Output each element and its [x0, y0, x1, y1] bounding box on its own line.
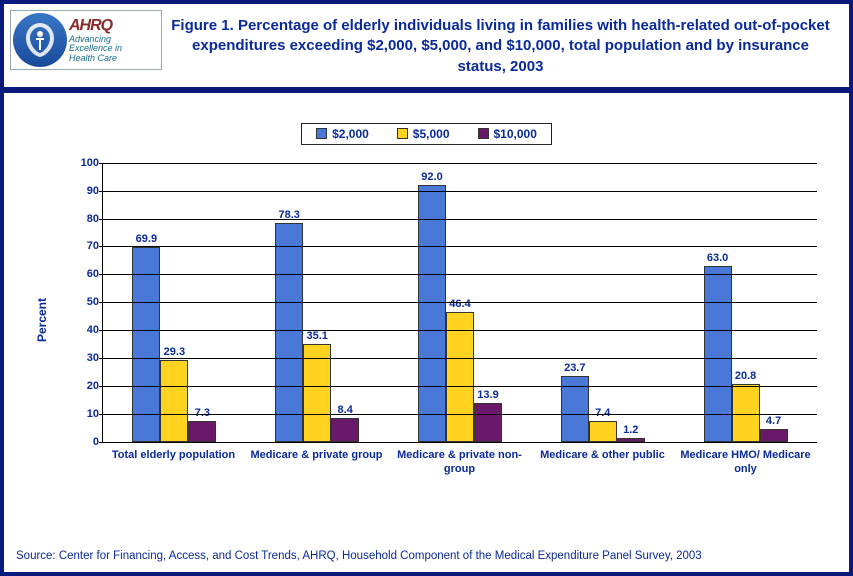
bar: 20.8: [732, 384, 760, 442]
y-tick-mark: [99, 246, 103, 247]
y-tick-label: 40: [73, 324, 99, 336]
plot-area: 69.929.37.378.335.18.492.046.413.923.77.…: [102, 163, 817, 443]
y-tick-mark: [99, 358, 103, 359]
y-tick-mark: [99, 302, 103, 303]
legend-swatch: [478, 128, 489, 139]
bar: 46.4: [446, 312, 474, 441]
y-tick-label: 20: [73, 380, 99, 392]
bar-value-label: 20.8: [735, 370, 756, 382]
y-tick-mark: [99, 442, 103, 443]
y-tick-mark: [99, 414, 103, 415]
bar-value-label: 92.0: [421, 171, 442, 183]
bar: 92.0: [418, 185, 446, 442]
y-tick-mark: [99, 191, 103, 192]
grid-line: [103, 302, 817, 303]
y-tick-label: 60: [73, 268, 99, 280]
legend-label: $2,000: [332, 127, 369, 141]
hhs-logo-icon: [13, 13, 67, 67]
grid-line: [103, 191, 817, 192]
bar-value-label: 35.1: [306, 330, 327, 342]
y-tick-mark: [99, 274, 103, 275]
bar-value-label: 46.4: [449, 298, 470, 310]
y-tick-mark: [99, 330, 103, 331]
logo-block: AHRQ Advancing Excellence in Health Care: [10, 10, 162, 70]
x-axis-category-label: Medicare & other public: [531, 443, 674, 477]
ahrq-tagline-3: Health Care: [69, 54, 159, 63]
x-axis-labels: Total elderly populationMedicare & priva…: [102, 443, 817, 477]
grid-line: [103, 330, 817, 331]
y-tick-mark: [99, 386, 103, 387]
x-axis-category-label: Medicare & private group: [245, 443, 388, 477]
x-axis-category-label: Medicare & private non-group: [388, 443, 531, 477]
bar-value-label: 4.7: [766, 415, 781, 427]
bar: 7.4: [589, 421, 617, 442]
legend-swatch: [397, 128, 408, 139]
y-tick-label: 50: [73, 296, 99, 308]
legend-swatch: [316, 128, 327, 139]
bar-value-label: 69.9: [136, 233, 157, 245]
bar-value-label: 23.7: [564, 362, 585, 374]
bar: 8.4: [331, 418, 359, 441]
source-text: Source: Center for Financing, Access, an…: [16, 550, 837, 562]
y-tick-label: 0: [73, 436, 99, 448]
ahrq-logo: AHRQ Advancing Excellence in Health Care: [69, 13, 159, 67]
bar: 78.3: [275, 223, 303, 441]
grid-line: [103, 274, 817, 275]
y-tick-label: 80: [73, 213, 99, 225]
legend-item: $2,000: [316, 127, 369, 141]
bar: 13.9: [474, 403, 502, 442]
chart-area: $2,000$5,000$10,000 Percent 69.929.37.37…: [4, 93, 849, 551]
bar: 7.3: [188, 421, 216, 441]
figure-title: Figure 1. Percentage of elderly individu…: [170, 10, 831, 77]
figure-container: AHRQ Advancing Excellence in Health Care…: [0, 0, 853, 576]
y-tick-label: 90: [73, 185, 99, 197]
grid-line: [103, 246, 817, 247]
bar-value-label: 29.3: [164, 346, 185, 358]
legend-item: $5,000: [397, 127, 450, 141]
header: AHRQ Advancing Excellence in Health Care…: [4, 4, 849, 87]
bar: 69.9: [132, 247, 160, 442]
y-tick-label: 100: [73, 157, 99, 169]
grid-line: [103, 386, 817, 387]
bar: 1.2: [617, 438, 645, 441]
bar-value-label: 63.0: [707, 252, 728, 264]
x-axis-category-label: Total elderly population: [102, 443, 245, 477]
ahrq-wordmark: AHRQ: [69, 17, 159, 35]
bar: 29.3: [160, 360, 188, 442]
y-tick-label: 10: [73, 408, 99, 420]
grid-line: [103, 414, 817, 415]
grid-line: [103, 163, 817, 164]
y-tick-label: 70: [73, 240, 99, 252]
y-tick-label: 30: [73, 352, 99, 364]
x-axis-category-label: Medicare HMO/ Medicare only: [674, 443, 817, 477]
y-tick-mark: [99, 219, 103, 220]
bar: 4.7: [760, 429, 788, 442]
bar: 63.0: [704, 266, 732, 442]
legend-label: $5,000: [413, 127, 450, 141]
grid-line: [103, 219, 817, 220]
bar-value-label: 13.9: [477, 389, 498, 401]
legend-item: $10,000: [478, 127, 537, 141]
legend: $2,000 $5,000 $10,000: [301, 123, 552, 145]
bar-value-label: 1.2: [623, 424, 638, 436]
y-axis-label: Percent: [35, 297, 49, 341]
legend-label: $10,000: [494, 127, 537, 141]
grid-line: [103, 358, 817, 359]
y-tick-mark: [99, 163, 103, 164]
